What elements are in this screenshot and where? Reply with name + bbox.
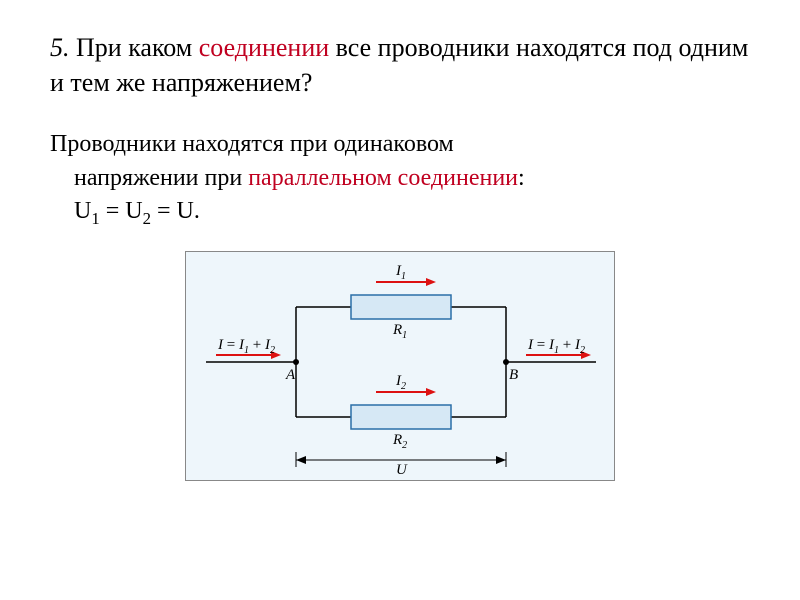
label-i1: I1 [395, 263, 406, 282]
ans-before: напряжении при [74, 165, 248, 191]
label-u: U [396, 462, 408, 478]
f-s2: 2 [143, 209, 151, 228]
arrowhead-i1 [426, 278, 436, 286]
q-part1: При каком [70, 33, 199, 62]
answer-line2: напряжении при параллельном соединении: [50, 162, 750, 196]
ans-after: : [518, 165, 525, 191]
q-highlight1: соединении [199, 33, 329, 62]
circuit-diagram: I1 I2 R1 R2 A B I = I1 + I2 I = I1 + I2 … [185, 251, 615, 481]
f-u1: U [74, 198, 91, 224]
label-right-eq: I = I1 + I2 [527, 337, 585, 356]
label-a: A [285, 367, 296, 383]
label-r2: R2 [392, 432, 407, 451]
dim-arrow-l [296, 456, 306, 464]
node-a [293, 359, 299, 365]
answer-formula: U1 = U2 = U. [50, 195, 750, 230]
label-r1: R1 [392, 322, 407, 341]
dim-arrow-r [496, 456, 506, 464]
answer-line1: Проводники находятся при одинаковом [50, 128, 750, 162]
ans-highlight: параллельном соединении [248, 165, 518, 191]
diagram-container: I1 I2 R1 R2 A B I = I1 + I2 I = I1 + I2 … [50, 251, 750, 481]
label-left-eq: I = I1 + I2 [217, 337, 275, 356]
circuit-svg: I1 I2 R1 R2 A B I = I1 + I2 I = I1 + I2 … [186, 252, 616, 482]
answer-block: Проводники находятся при одинаковом напр… [50, 128, 750, 231]
f-eq2: = U. [151, 198, 200, 224]
question-number: 5. [50, 33, 70, 62]
f-s1: 1 [91, 209, 99, 228]
f-eq1: = [100, 198, 126, 224]
f-u2: U [125, 198, 142, 224]
label-b: B [509, 367, 518, 383]
label-i2: I2 [395, 373, 406, 392]
question-text: 5. При каком соединении все проводники н… [50, 30, 750, 100]
resistor-r1 [351, 295, 451, 319]
resistor-r2 [351, 405, 451, 429]
node-b [503, 359, 509, 365]
arrowhead-i2 [426, 388, 436, 396]
